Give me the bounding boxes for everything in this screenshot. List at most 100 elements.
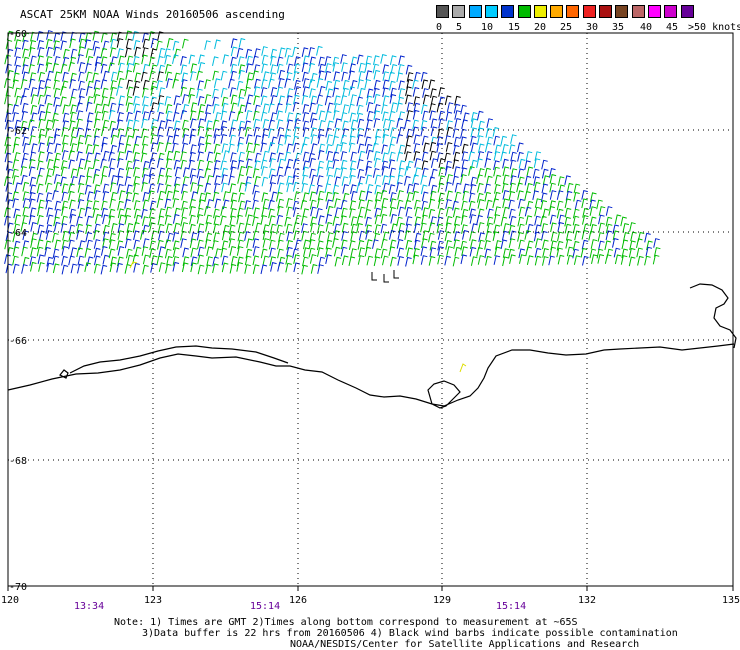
wind-barb bbox=[158, 120, 166, 131]
wind-barb bbox=[204, 239, 212, 249]
wind-barb bbox=[477, 143, 485, 154]
wind-barb bbox=[76, 102, 83, 113]
wind-barb bbox=[454, 117, 462, 128]
wind-barb bbox=[165, 103, 173, 114]
wind-barb bbox=[69, 120, 76, 131]
wind-barb bbox=[86, 167, 94, 177]
wind-barb bbox=[165, 223, 173, 234]
wind-barb bbox=[12, 191, 19, 202]
wind-barb bbox=[44, 174, 52, 185]
wind-barb bbox=[294, 214, 302, 225]
wind-barb bbox=[453, 166, 461, 177]
wind-barb bbox=[30, 126, 38, 136]
wind-barb bbox=[589, 216, 597, 227]
wind-barb bbox=[204, 192, 211, 203]
wind-barb bbox=[93, 184, 101, 195]
wind-barb bbox=[36, 239, 44, 250]
wind-barb bbox=[133, 166, 140, 177]
wind-barb bbox=[62, 104, 69, 115]
wind-barb bbox=[125, 30, 132, 41]
wind-barb bbox=[126, 167, 133, 177]
wind-barb bbox=[270, 64, 277, 74]
wind-barb bbox=[30, 104, 38, 115]
wind-barb bbox=[197, 151, 204, 162]
wind-barb bbox=[76, 141, 84, 152]
wind-barb bbox=[477, 222, 485, 232]
scale-swatch bbox=[631, 5, 645, 18]
wind-barb bbox=[445, 160, 452, 171]
wind-barb bbox=[517, 231, 524, 242]
wind-barb bbox=[533, 231, 541, 242]
wind-barb bbox=[278, 158, 285, 169]
wind-barb bbox=[598, 206, 606, 216]
wind-barb bbox=[189, 214, 196, 225]
wind-barb bbox=[276, 63, 284, 74]
wind-barb bbox=[277, 198, 285, 209]
wind-barb bbox=[276, 119, 284, 130]
wind-barb bbox=[237, 231, 245, 242]
wind-barb bbox=[229, 127, 236, 138]
wind-barb bbox=[253, 190, 260, 201]
wind-barb bbox=[614, 214, 622, 225]
wind-barb bbox=[445, 222, 452, 233]
wind-barb bbox=[46, 158, 54, 169]
wind-barb bbox=[213, 232, 220, 242]
wind-barb bbox=[38, 79, 45, 90]
wind-barb bbox=[524, 175, 532, 186]
wind-barb bbox=[132, 128, 139, 139]
wind-barb bbox=[110, 127, 118, 138]
wind-barb bbox=[326, 232, 334, 242]
wind-barb bbox=[534, 151, 542, 161]
wind-barb bbox=[421, 167, 429, 178]
wind-barb bbox=[414, 216, 422, 227]
wind-barb bbox=[245, 207, 252, 217]
wind-barb bbox=[204, 182, 212, 193]
wind-barb bbox=[54, 104, 61, 115]
wind-barb bbox=[60, 160, 68, 170]
wind-barb bbox=[116, 158, 124, 168]
wind-barb bbox=[77, 54, 84, 64]
wind-barb bbox=[220, 215, 227, 226]
wind-barb bbox=[36, 246, 44, 257]
wind-barb bbox=[197, 125, 205, 136]
wind-barb bbox=[28, 64, 35, 74]
wind-barb bbox=[525, 151, 533, 161]
wind-barb bbox=[109, 262, 117, 273]
wind-barb bbox=[317, 149, 325, 160]
wind-barb bbox=[68, 239, 75, 250]
wind-barb bbox=[205, 120, 213, 131]
wind-barb bbox=[493, 151, 501, 161]
scale-label: 10 bbox=[481, 22, 494, 33]
wind-barb bbox=[38, 118, 45, 129]
wind-barb bbox=[142, 111, 150, 121]
wind-barb bbox=[278, 47, 286, 58]
wind-barb bbox=[29, 184, 37, 195]
wind-barb bbox=[278, 256, 286, 267]
wind-barb bbox=[150, 96, 157, 107]
wind-barb bbox=[172, 189, 180, 200]
wind-barb bbox=[477, 182, 484, 193]
wind-barb bbox=[229, 87, 237, 97]
wind-barb bbox=[52, 112, 59, 123]
wind-barb bbox=[421, 214, 428, 225]
wind-barb bbox=[477, 255, 485, 265]
wind-barb bbox=[356, 96, 364, 107]
wind-barb bbox=[133, 239, 140, 250]
wind-barb bbox=[54, 208, 62, 219]
wind-barb bbox=[375, 191, 382, 202]
wind-barb bbox=[356, 112, 364, 123]
wind-barb bbox=[150, 262, 157, 273]
wind-barb bbox=[197, 136, 205, 147]
wind-barb bbox=[69, 96, 76, 107]
wind-barb bbox=[308, 247, 316, 258]
wind-barb bbox=[476, 135, 484, 145]
wind-barb bbox=[566, 254, 574, 265]
wind-barb bbox=[197, 80, 204, 91]
wind-barb bbox=[221, 143, 229, 153]
wind-barb bbox=[358, 206, 366, 217]
scale-swatch bbox=[517, 5, 531, 18]
wind-barb bbox=[117, 183, 124, 194]
wind-barb bbox=[294, 86, 302, 96]
scale-swatch bbox=[615, 5, 629, 18]
wind-barb bbox=[172, 231, 179, 242]
